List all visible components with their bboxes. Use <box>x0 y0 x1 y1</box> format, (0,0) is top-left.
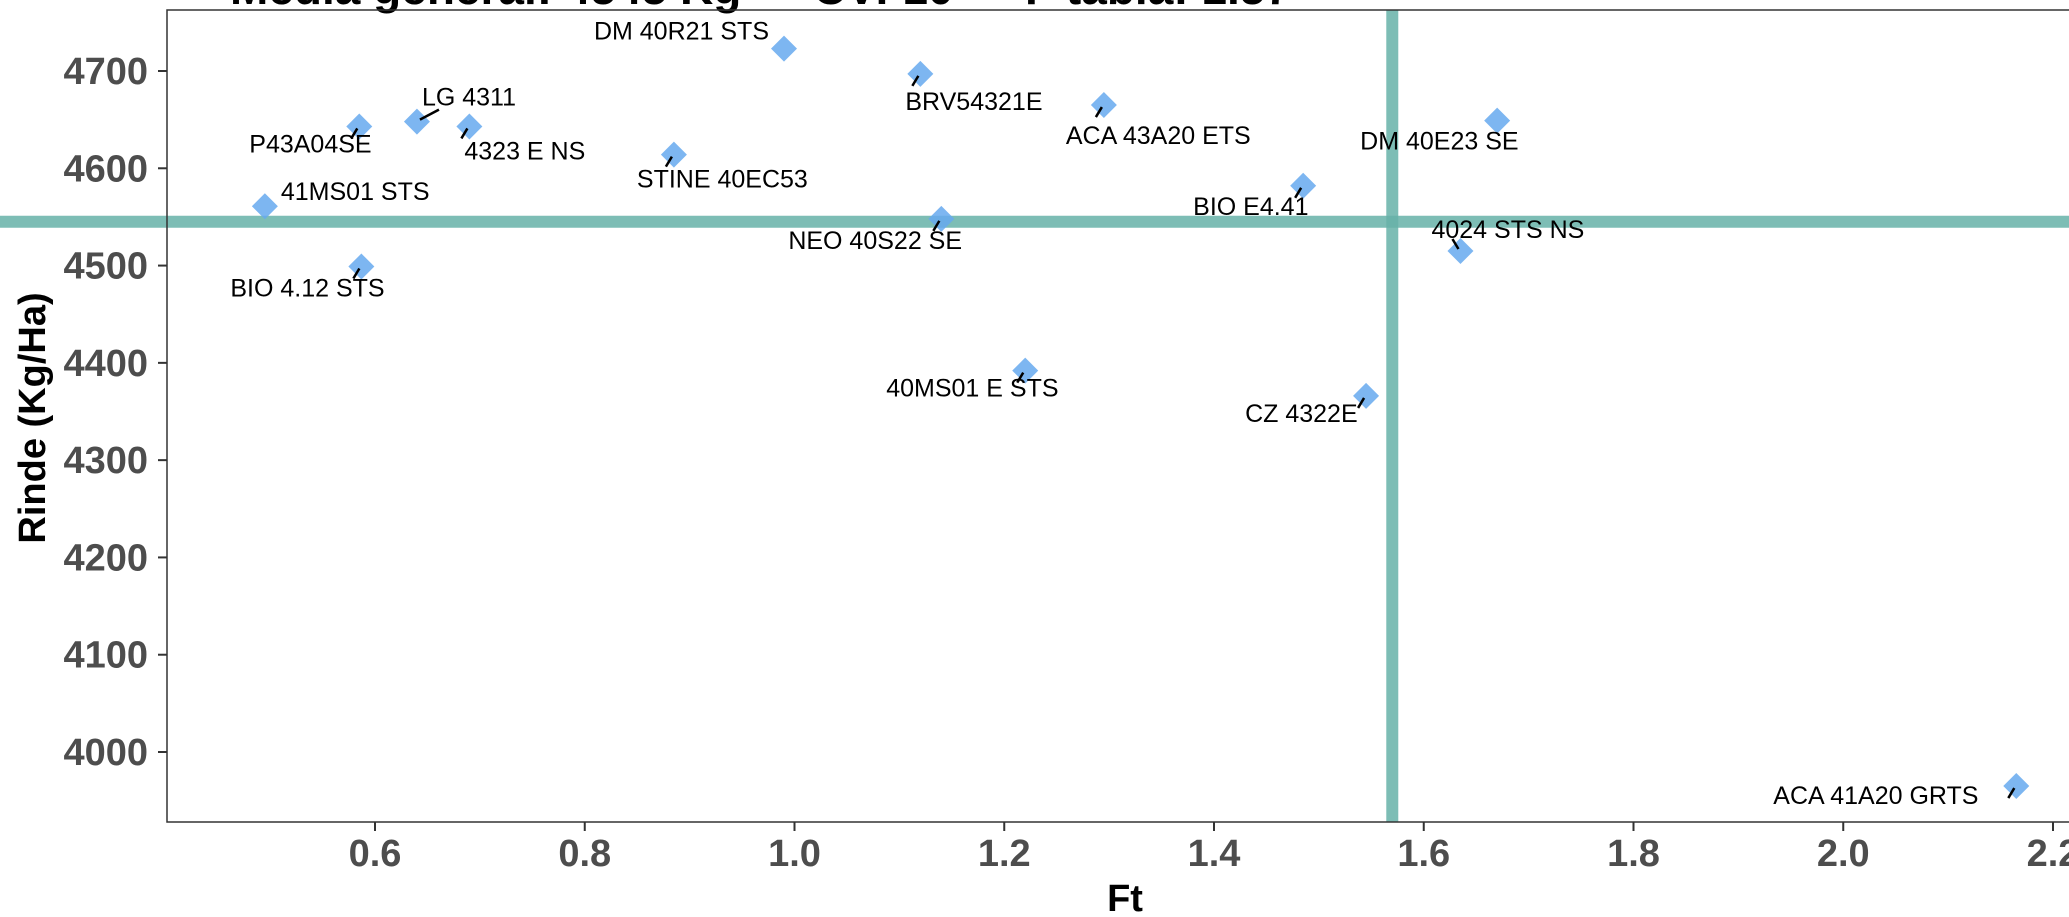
point-label: ACA 43A20 ETS <box>1066 122 1251 150</box>
label-leader-line <box>1016 371 1025 384</box>
data-point <box>346 113 373 140</box>
point-label: BIO 4.12 STS <box>230 275 384 303</box>
data-point <box>348 253 375 280</box>
chart-title-group: Media general: 4545 Kg — CV: 10 — F tabl… <box>230 0 1291 14</box>
x-tick-label: 1.0 <box>768 833 821 875</box>
x-tick-label: 0.6 <box>349 833 402 875</box>
data-point <box>403 108 430 135</box>
data-point <box>928 205 955 232</box>
data-point <box>1353 382 1380 409</box>
x-tick-label: 1.4 <box>1188 833 1241 875</box>
point-label: P43A04SE <box>249 130 371 158</box>
point-label: LG 4311 <box>422 84 516 112</box>
data-point <box>771 35 798 62</box>
label-leader-line <box>2007 787 2016 799</box>
y-tick-label: 4600 <box>63 148 148 190</box>
x-tick-label: 2.2 <box>2027 833 2069 875</box>
x-tick-label: 0.8 <box>558 833 611 875</box>
label-leader-line <box>664 156 673 168</box>
label-leader-line <box>1451 238 1460 250</box>
data-points <box>251 35 2030 800</box>
x-axis-title: Ft <box>1107 878 1143 917</box>
point-label: 4323 E NS <box>464 137 585 165</box>
y-tick-label: 4000 <box>63 732 148 774</box>
point-label: STINE 40EC53 <box>637 166 808 194</box>
point-label: DM 40E23 SE <box>1360 128 1518 156</box>
point-label: NEO 40S22 SE <box>788 227 962 255</box>
reference-lines <box>0 10 2069 822</box>
point-label: BIO E4.41 <box>1193 193 1308 221</box>
point-label: DM 40R21 STS <box>594 18 769 46</box>
label-leader-line <box>460 127 469 140</box>
data-point <box>456 113 483 140</box>
data-point <box>660 141 687 168</box>
label-leader-line <box>911 75 920 87</box>
label-leader-line <box>350 127 359 140</box>
label-leader-line <box>1294 187 1303 199</box>
label-leader-line <box>1094 106 1103 118</box>
y-tick-label: 4400 <box>63 343 148 385</box>
data-point <box>251 193 278 220</box>
plot-panel-border <box>166 9 2069 823</box>
x-tick-label: 1.2 <box>978 833 1031 875</box>
label-leader-line <box>1356 397 1366 409</box>
label-leader-line <box>419 108 440 121</box>
point-label: 41MS01 STS <box>281 178 430 206</box>
label-leader-line <box>932 220 941 232</box>
data-point <box>2003 773 2030 800</box>
chart-title: Media general: 4545 Kg — CV: 10 — F tabl… <box>230 0 1291 14</box>
point-label: 4024 STS NS <box>1431 216 1584 244</box>
y-tick-label: 4500 <box>63 246 148 288</box>
data-point <box>1484 107 1511 134</box>
data-point <box>1447 237 1474 264</box>
x-tick-label: 1.6 <box>1397 833 1450 875</box>
point-label: 40MS01 E STS <box>886 375 1058 403</box>
y-tick-label: 4300 <box>63 440 148 482</box>
x-tick-label: 2.0 <box>1817 833 1870 875</box>
y-tick-label: 4700 <box>63 51 148 93</box>
point-labels: DM 40R21 STS BRV54321E ACA 43A20 ETS DM 40E… <box>230 18 2016 810</box>
x-axis: 0.6 0.8 1.0 1.2 1.4 1.6 1.8 2.0 2.2 <box>349 822 2069 875</box>
point-label: CZ 4322E <box>1245 400 1358 428</box>
y-tick-label: 4100 <box>63 635 148 677</box>
y-tick-label: 4200 <box>63 537 148 579</box>
data-point <box>1012 357 1039 384</box>
y-axis: 4000 4100 4200 4300 4400 4500 4600 4700 <box>63 51 167 774</box>
label-leader-line <box>352 267 361 280</box>
data-point <box>907 60 934 87</box>
data-point <box>1290 172 1317 199</box>
point-label: BRV54321E <box>905 88 1042 116</box>
point-label: ACA 41A20 GRTS <box>1773 782 1978 810</box>
y-axis-title: Rinde (Kg/Ha) <box>12 292 54 543</box>
data-point <box>1090 92 1117 119</box>
x-tick-label: 1.8 <box>1607 833 1660 875</box>
